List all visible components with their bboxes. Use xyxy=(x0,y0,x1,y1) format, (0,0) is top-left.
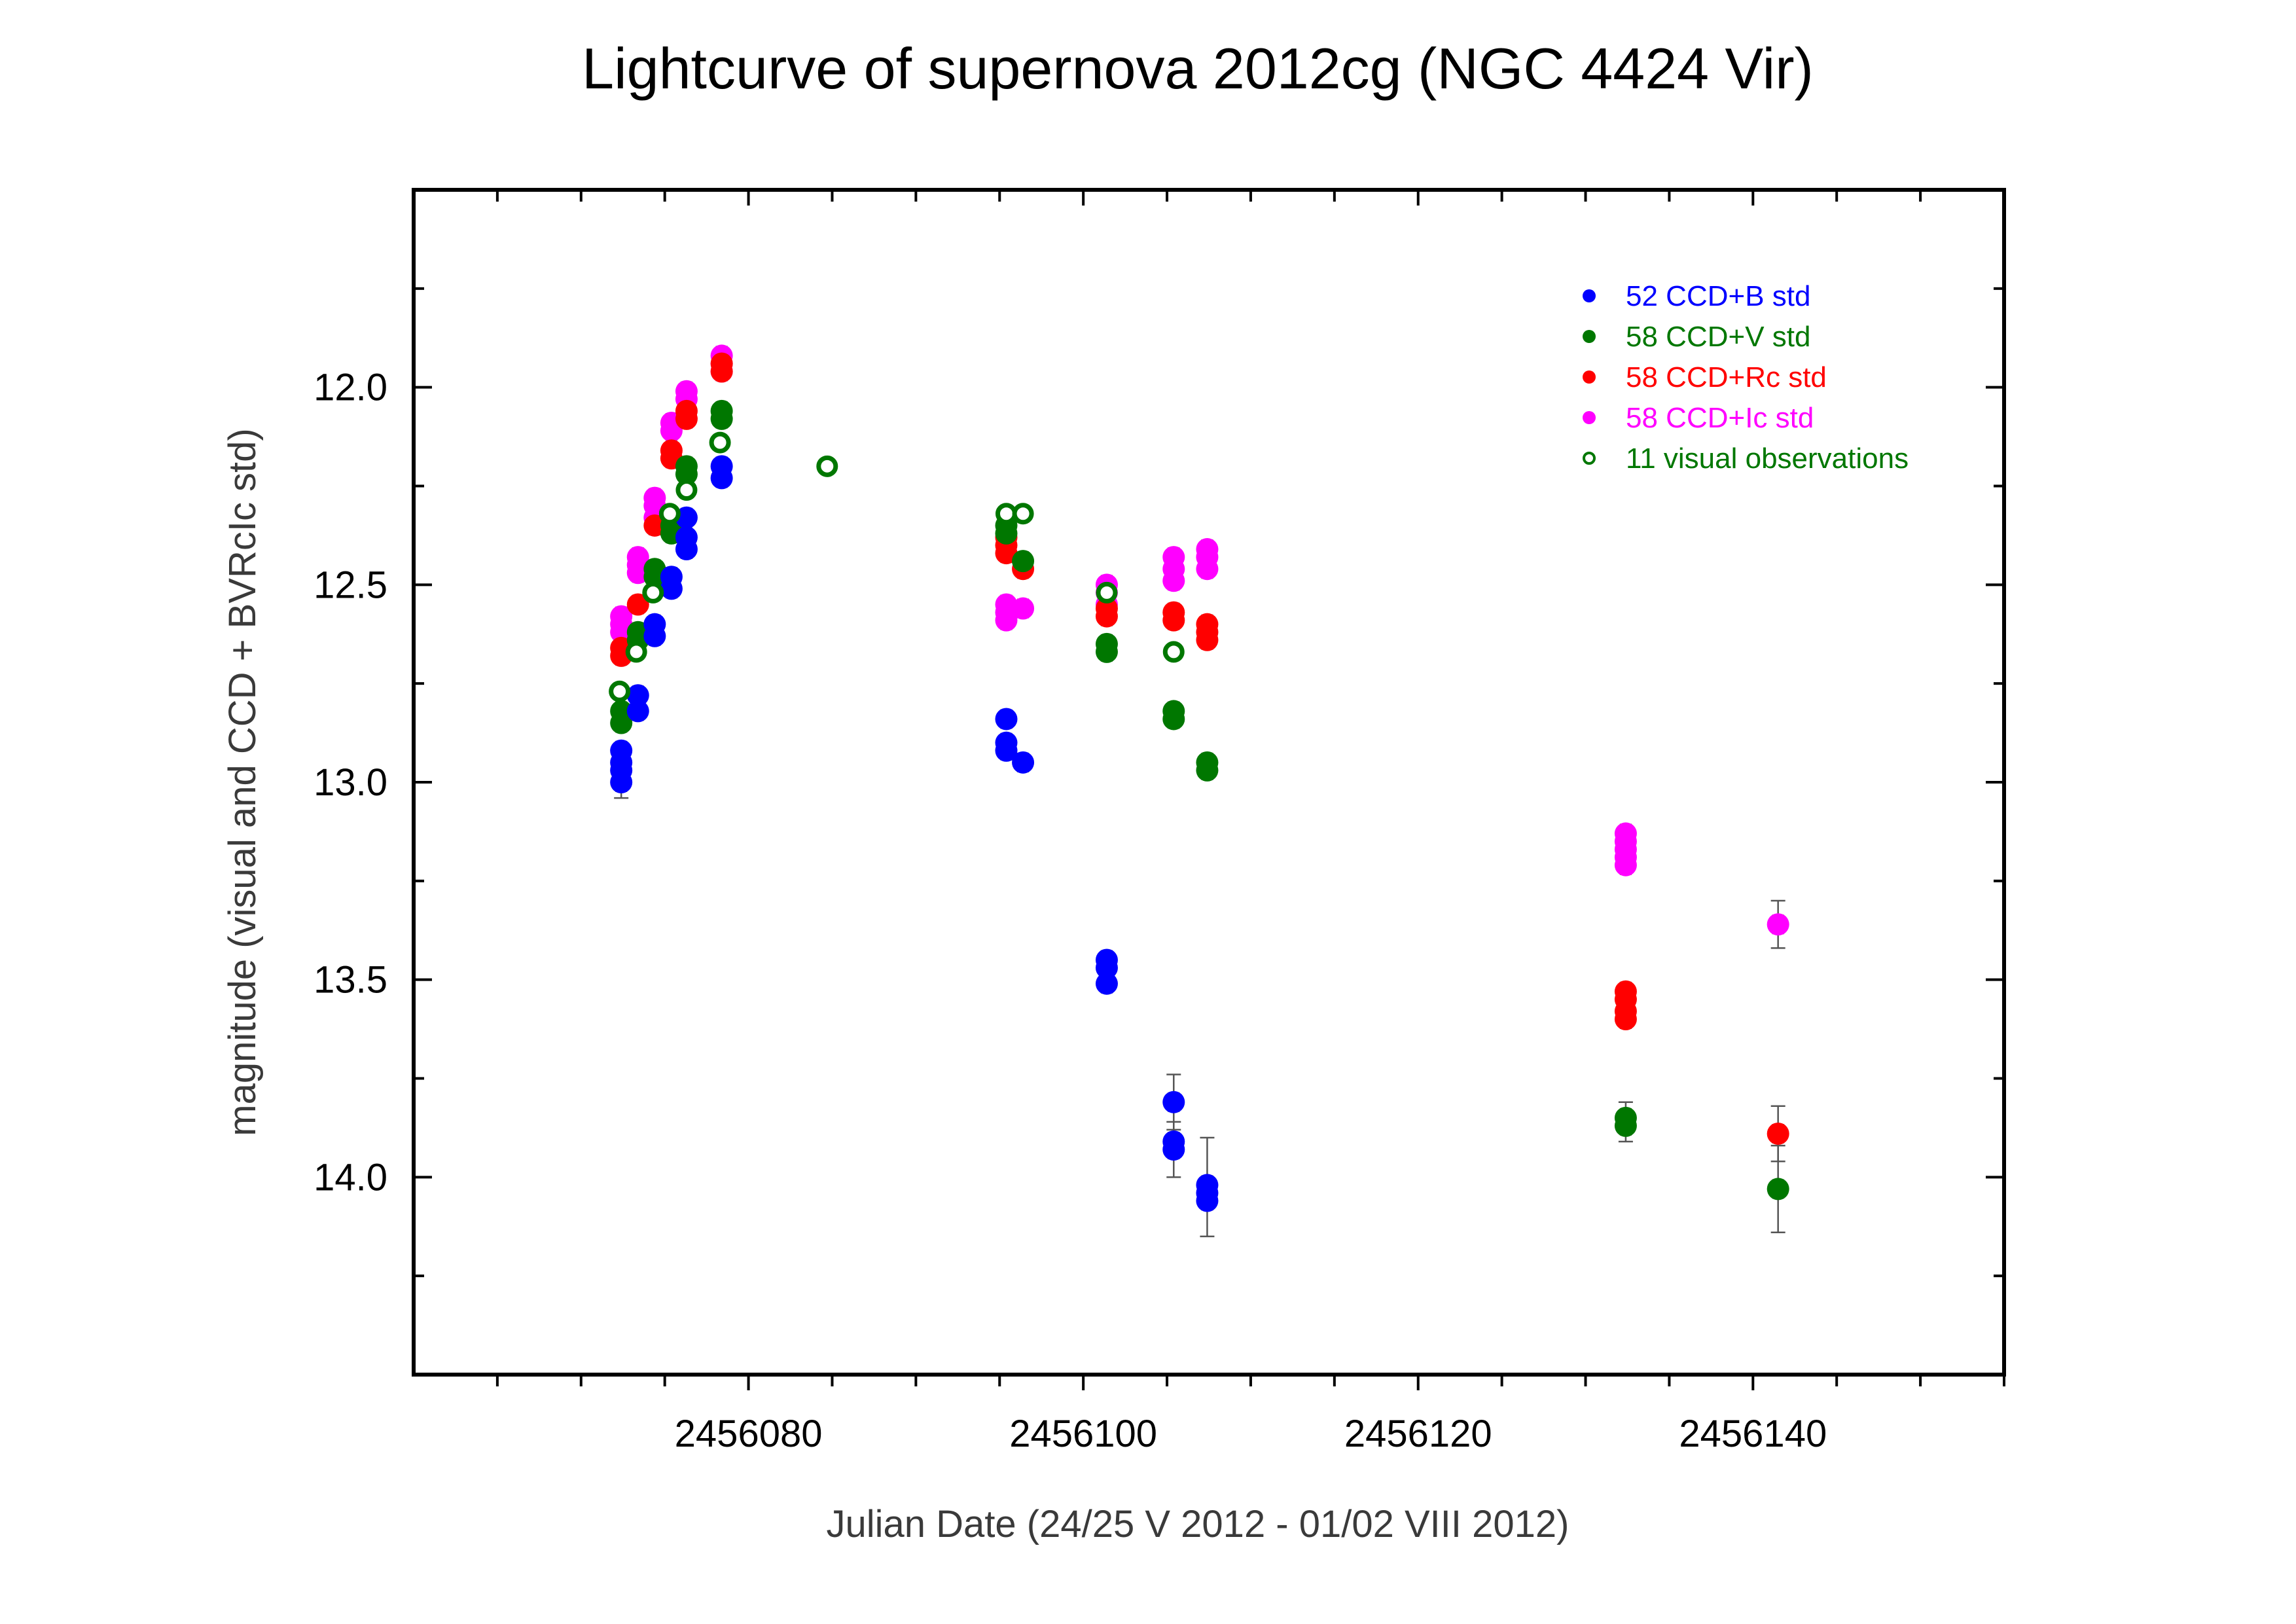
data-point xyxy=(1767,913,1789,936)
data-point xyxy=(1196,558,1219,581)
series-11-visual-observations xyxy=(609,431,1185,702)
x-tick-label: 2456120 xyxy=(1344,1413,1492,1455)
series-58-ccd-v-std xyxy=(610,399,1789,1200)
y-axis-label: magnitude (visual and CCD + BVRcIc std) xyxy=(221,428,264,1136)
legend-marker xyxy=(1583,330,1596,343)
data-point xyxy=(675,506,698,529)
data-point xyxy=(1614,1114,1637,1137)
data-point xyxy=(995,739,1018,762)
data-point xyxy=(1614,854,1637,876)
data-point xyxy=(1767,1178,1789,1200)
data-point xyxy=(1095,640,1118,663)
data-point xyxy=(1196,1189,1219,1212)
data-point xyxy=(1012,597,1035,620)
data-point-visual xyxy=(642,581,664,604)
data-point xyxy=(675,538,698,561)
legend-marker xyxy=(1583,411,1596,424)
data-point xyxy=(675,463,698,486)
y-tick-label: 13.5 xyxy=(314,959,387,1001)
legend-marker xyxy=(1583,289,1596,302)
data-point xyxy=(643,624,666,647)
data-point xyxy=(660,420,683,442)
y-tick-label: 13.0 xyxy=(314,761,387,804)
data-point xyxy=(995,609,1018,632)
legend-entry: 11 visual observations xyxy=(1626,442,1909,475)
data-point xyxy=(675,407,698,430)
data-point xyxy=(626,562,649,585)
chart-title: Lightcurve of supernova 2012cg (NGC 4424… xyxy=(582,36,1814,101)
data-point xyxy=(660,577,683,600)
data-point-visual xyxy=(625,641,647,663)
data-point xyxy=(626,593,649,616)
data-point xyxy=(610,621,633,643)
y-tick-label: 12.5 xyxy=(314,564,387,606)
x-tick-label: 2456140 xyxy=(1679,1413,1827,1455)
legend-marker xyxy=(1583,452,1596,465)
x-axis-label: Julian Date (24/25 V 2012 - 01/02 VIII 2… xyxy=(827,1503,1570,1545)
chart-legend: 52 CCD+B std 58 CCD+V std 58 CCD+Rc std 58 … xyxy=(1583,280,1909,475)
data-point xyxy=(1162,569,1185,592)
data-point xyxy=(643,566,666,588)
data-point xyxy=(710,360,733,383)
data-point-visual xyxy=(1012,503,1034,525)
data-point xyxy=(1162,609,1185,632)
y-tick-label: 14.0 xyxy=(314,1156,387,1199)
x-tick-label: 2456100 xyxy=(1009,1413,1157,1455)
data-point-visual xyxy=(658,503,681,525)
legend-entry: 58 CCD+Rc std xyxy=(1626,361,1827,393)
data-point xyxy=(995,708,1018,731)
data-point xyxy=(626,700,649,723)
data-point xyxy=(610,712,633,734)
data-point-visual xyxy=(1162,641,1185,663)
data-point xyxy=(1614,1008,1637,1030)
data-point xyxy=(1767,1122,1789,1145)
data-point xyxy=(1162,708,1185,731)
data-point xyxy=(710,467,733,490)
data-point-visual xyxy=(709,431,731,454)
data-point-visual xyxy=(1096,581,1118,604)
series-52-ccd-b-std xyxy=(610,455,1219,1212)
data-point xyxy=(626,684,649,707)
data-point xyxy=(1095,972,1118,995)
legend-marker xyxy=(1583,370,1596,384)
data-point xyxy=(643,514,666,537)
legend-entry: 58 CCD+Ic std xyxy=(1626,402,1814,434)
data-point xyxy=(1162,1091,1185,1113)
legend-entry: 52 CCD+B std xyxy=(1626,280,1810,312)
data-point xyxy=(1162,1138,1185,1161)
legend-entry: 58 CCD+V std xyxy=(1626,321,1810,353)
data-point xyxy=(610,771,633,793)
data-point xyxy=(1196,759,1219,782)
plot-area: 12.0 12.5 13.0 13.5 14.0 2456080 2456100 245612… xyxy=(314,188,2006,1455)
data-point-visual xyxy=(675,479,698,501)
data-point-visual xyxy=(816,455,838,477)
data-point xyxy=(995,522,1018,545)
data-point xyxy=(1196,628,1219,651)
data-point xyxy=(1012,751,1035,774)
data-point-visual xyxy=(609,680,631,702)
x-tick-label: 2456080 xyxy=(675,1413,823,1455)
y-tick-label: 12.0 xyxy=(314,367,387,409)
data-point xyxy=(710,407,733,430)
data-point xyxy=(1095,605,1118,628)
data-point xyxy=(1012,550,1035,573)
data-point xyxy=(1095,956,1118,979)
data-point xyxy=(995,542,1018,565)
